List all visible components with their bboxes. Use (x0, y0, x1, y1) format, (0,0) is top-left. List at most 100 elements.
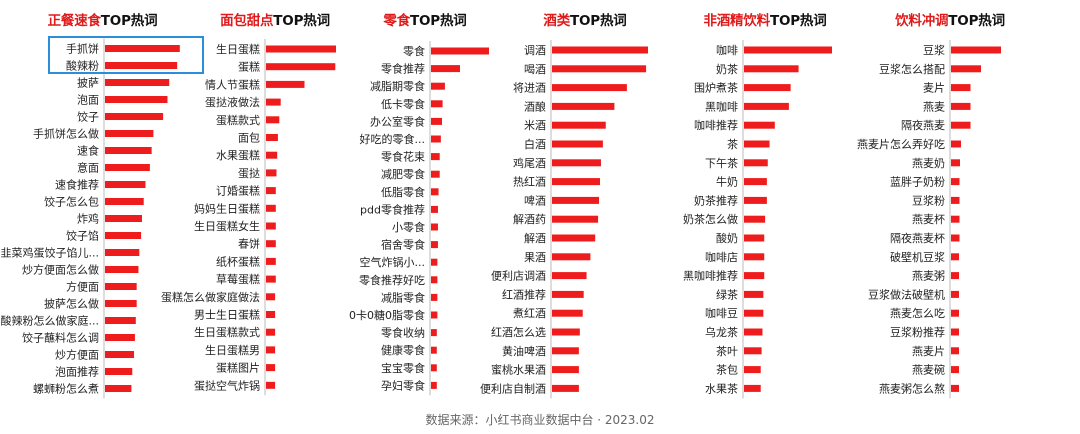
bar (431, 82, 445, 90)
category-label: 蛋糕 (238, 60, 260, 74)
bar (266, 381, 276, 389)
category-label: 方便面 (66, 280, 99, 294)
bar (431, 258, 438, 266)
chart-panel-alcohol: 酒类TOP热词 调酒 喝酒 将进酒 酒酿 米酒 白酒 鸡尾酒 热红酒 啤酒 解酒药 解酒 果酒 便利店调… (480, 0, 680, 405)
bar (431, 346, 437, 354)
bar (951, 215, 960, 223)
category-label: 燕麦怎么吃 (890, 306, 945, 320)
category-label: 隔夜燕麦 (901, 118, 945, 132)
category-label: 将进酒 (513, 82, 546, 95)
bar (951, 234, 960, 242)
bar (951, 178, 960, 186)
category-label: 零食 (403, 44, 425, 58)
category-label: 解酒 (524, 231, 546, 245)
bar (266, 364, 276, 372)
bar (744, 234, 765, 242)
bar (266, 63, 336, 71)
bar (552, 178, 600, 186)
category-label: 喝酒 (524, 63, 546, 76)
bar (266, 151, 278, 159)
bar (266, 311, 276, 318)
category-label: 孕妇零食 (381, 378, 425, 392)
bar (552, 347, 579, 355)
bar (266, 204, 276, 212)
category-label: 妈妈生日蛋糕 (194, 201, 260, 215)
category-label: 生日蛋糕女生 (194, 219, 260, 233)
bar (744, 46, 832, 54)
bar (431, 135, 441, 143)
category-label: 零食推荐好吃 (359, 273, 425, 287)
bar (105, 351, 135, 358)
bar (105, 300, 137, 307)
bar (266, 328, 276, 336)
bar (105, 232, 142, 239)
bar (744, 159, 768, 167)
bar (951, 121, 971, 129)
bar (105, 130, 154, 137)
category-label: 低脂零食 (381, 185, 425, 199)
category-label: 牛奶 (716, 175, 738, 189)
category-label: 蛋挞 (238, 166, 260, 180)
category-label: 手抓饼 (66, 42, 99, 56)
bar-chart: 调酒喝酒将进酒酒酿米酒白酒鸡尾酒热红酒啤酒解酒药解酒果酒便利店调酒红酒推荐煮红酒… (480, 40, 648, 399)
bar (105, 79, 170, 86)
bar (744, 121, 775, 129)
chart-title: 非酒精饮料TOP热词 (703, 13, 827, 29)
bar (266, 116, 280, 124)
category-label: 生日蛋糕男 (205, 343, 260, 357)
bar (431, 364, 437, 372)
category-label: 男士生日蛋糕 (194, 308, 260, 322)
bar (105, 45, 180, 52)
category-label: 水果蛋糕 (216, 148, 260, 162)
bar (431, 329, 437, 337)
category-label: pdd零食推荐 (360, 202, 425, 216)
bar (431, 293, 438, 301)
category-label: 空气炸锅小... (360, 255, 426, 269)
category-label: 黑咖啡 (705, 99, 738, 113)
bar (105, 249, 140, 256)
category-label: 燕麦粥怎么熬 (879, 381, 945, 395)
category-label: 纸杯蛋糕 (216, 254, 260, 268)
category-label: 泡面推荐 (55, 365, 99, 379)
bar (744, 102, 789, 110)
bar (951, 328, 959, 336)
category-label: 韭菜鸡蛋饺子馅儿... (1, 246, 100, 260)
bar (266, 346, 276, 354)
bar (105, 62, 178, 69)
category-label: 燕麦片 (912, 345, 945, 358)
category-label: 水果茶 (705, 382, 738, 395)
category-label: 零食收纳 (381, 326, 425, 340)
category-label: 草莓蛋糕 (216, 272, 260, 286)
category-label: 围炉煮茶 (694, 82, 738, 95)
bar (431, 241, 438, 249)
category-label: 0卡0糖0脂零食 (349, 308, 425, 322)
category-label: 燕麦粥 (912, 270, 945, 283)
category-label: 燕麦杯 (912, 212, 945, 226)
category-label: 蛋挞液做法 (205, 95, 260, 109)
bar (552, 215, 599, 223)
category-label: 春饼 (238, 237, 260, 251)
category-label: 燕麦碗 (912, 363, 945, 377)
category-label: 茶叶 (716, 345, 738, 358)
bar (431, 223, 438, 231)
bar (951, 384, 959, 392)
category-label: 奶茶 (716, 62, 738, 76)
category-label: 宝宝零食 (381, 361, 425, 375)
bar (105, 317, 136, 324)
category-label: 燕麦 (923, 100, 945, 113)
category-label: 速食 (77, 144, 99, 158)
category-label: 蛋挞空气炸锅 (194, 378, 260, 392)
bar (552, 328, 580, 336)
bar (744, 196, 767, 204)
bar (552, 121, 606, 129)
chart-title: 面包甜点TOP热词 (220, 13, 330, 29)
bar (951, 84, 971, 92)
category-label: 燕麦奶 (912, 156, 945, 170)
chart-title: 酒类TOP热词 (543, 13, 627, 29)
bar (951, 347, 959, 355)
category-label: 咖啡 (716, 43, 738, 57)
category-label: 情人节蛋糕 (205, 77, 260, 91)
bar (951, 65, 981, 73)
bar (552, 253, 591, 261)
category-label: 鸡尾酒 (513, 156, 546, 170)
